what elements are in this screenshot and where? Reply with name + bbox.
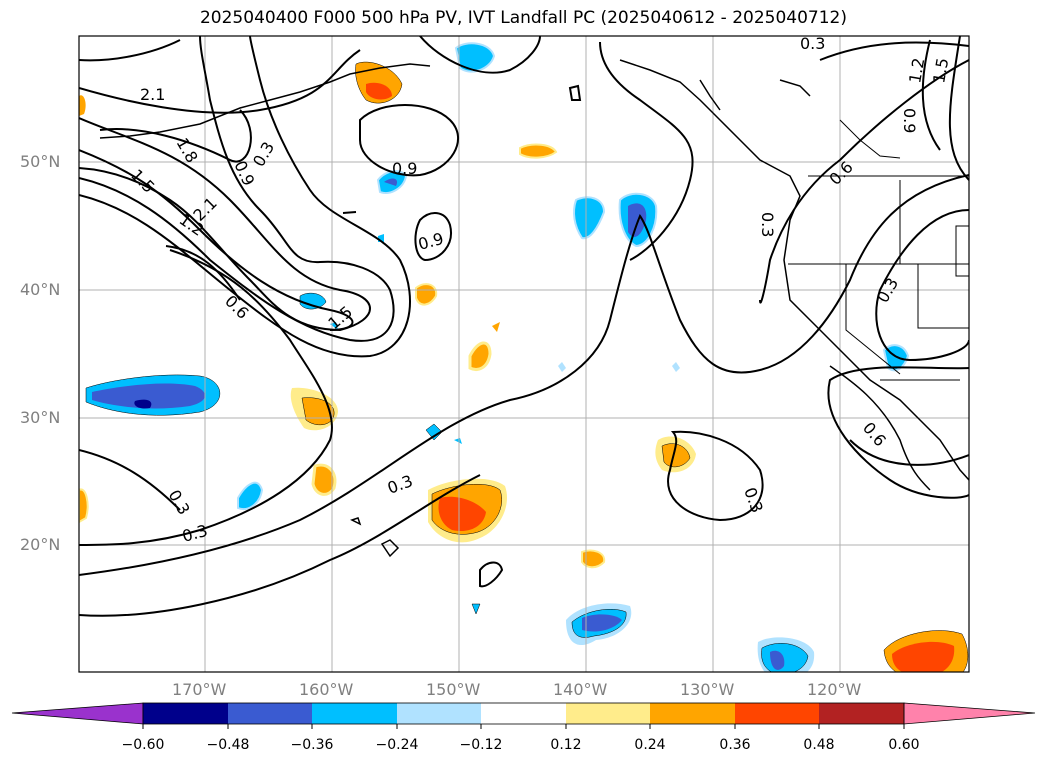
- colorbar-over-arrow: [903, 702, 1036, 725]
- contour-label: 1.2: [905, 56, 928, 84]
- lon-label-160w: 160°W: [299, 680, 354, 699]
- contour-label: 0.3: [800, 34, 825, 53]
- graticule: [79, 36, 969, 672]
- lat-label-40n: 40°N: [20, 280, 61, 299]
- lon-label-120w: 120°W: [807, 680, 862, 699]
- colorbar-under-arrow: [11, 702, 144, 725]
- lon-label-150w: 150°W: [426, 680, 481, 699]
- contour-label: 2.1: [140, 85, 165, 104]
- colorbar-tick-label: 0.48: [803, 737, 835, 753]
- colorbar-bin: [143, 703, 228, 724]
- map-frame: [78, 35, 970, 673]
- contour-label: 1.5: [127, 165, 158, 196]
- shaded-patches: [79, 42, 969, 672]
- contour-label: 0.3: [758, 212, 777, 237]
- contour-label: 0.9: [392, 159, 417, 178]
- colorbar-bin: [819, 703, 904, 724]
- colorbar-bin: [228, 703, 312, 724]
- contour-label: 0.9: [900, 108, 919, 133]
- contour-label: 0.3: [385, 471, 415, 498]
- contour-label: 1.5: [324, 302, 356, 333]
- contour-label: 0.3: [165, 487, 194, 519]
- colorbar: [11, 702, 1036, 729]
- colorbar-tick-label: 0.60: [888, 737, 920, 753]
- colorbar-bin: [650, 703, 735, 724]
- colorbar-tick-label: −0.24: [375, 737, 419, 753]
- colorbar-tick-label: 0.36: [719, 737, 751, 753]
- lat-label-30n: 30°N: [20, 408, 61, 427]
- colorbar-bin: [312, 703, 397, 724]
- borders: [788, 119, 969, 381]
- colorbar-bin: [397, 703, 481, 724]
- map-title: 2025040400 F000 500 hPa PV, IVT Landfall…: [199, 8, 847, 28]
- contour-label: 1.5: [929, 56, 952, 84]
- colorbar-bin: [735, 703, 819, 724]
- lat-label-20n: 20°N: [20, 535, 61, 554]
- coastlines: [99, 59, 969, 558]
- colorbar-tick-label: −0.12: [459, 737, 503, 753]
- colorbar-tick-label: 0.12: [550, 737, 582, 753]
- colorbar-tick-label: −0.48: [206, 737, 250, 753]
- colorbar-tick-label: 0.24: [634, 737, 666, 753]
- lon-label-170w: 170°W: [172, 680, 227, 699]
- colorbar-tick-label: −0.60: [121, 737, 165, 753]
- colorbar-tick-label: −0.36: [290, 737, 334, 753]
- colorbar-bin: [481, 703, 566, 724]
- pv-contours: [79, 36, 969, 617]
- contour-label: 0.6: [859, 418, 890, 450]
- contour-label: 0.3: [249, 138, 278, 170]
- colorbar-bin: [566, 703, 650, 724]
- contour-label: 0.6: [221, 291, 252, 322]
- lat-label-50n: 50°N: [20, 152, 61, 171]
- contour-label: 0.9: [416, 229, 446, 254]
- lon-label-140w: 140°W: [553, 680, 608, 699]
- lon-label-130w: 130°W: [680, 680, 735, 699]
